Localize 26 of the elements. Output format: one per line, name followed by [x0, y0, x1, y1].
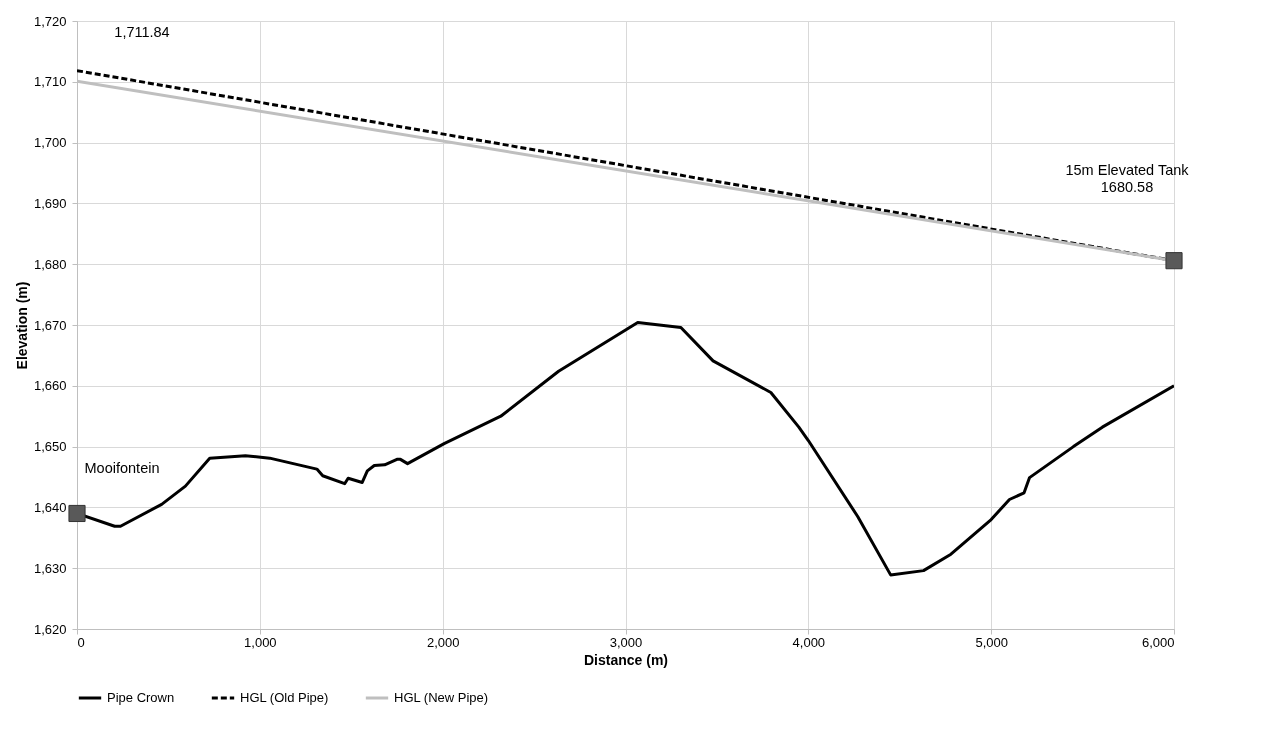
- x-tick-label: 4,000: [792, 634, 826, 650]
- annotation: 15m Elevated Tank 1680.58: [1065, 162, 1190, 195]
- y-tick-label: 1,640: [33, 499, 67, 515]
- y-tick-label: 1,660: [33, 378, 67, 394]
- y-tick-label: 1,680: [33, 256, 67, 272]
- y-tick-label: 1,630: [33, 560, 67, 576]
- annotation: Mooifontein: [84, 460, 160, 476]
- y-tick-label: 1,710: [33, 74, 67, 90]
- x-tick-label: 2,000: [426, 634, 460, 650]
- y-tick-label: 1,720: [33, 13, 67, 29]
- y-tick-label: 1,650: [33, 439, 67, 455]
- x-tick-label: 5,000: [975, 634, 1008, 650]
- y-tick-label: 1,670: [33, 317, 67, 333]
- x-tick-label: 1,000: [244, 634, 277, 650]
- y-tick-label: 1,690: [33, 195, 67, 211]
- x-tick-label: 3,000: [609, 634, 643, 650]
- y-tick-label: 1,700: [33, 135, 67, 151]
- x-axis-title: Distance (m): [583, 651, 669, 668]
- legend-label: HGL (New Pipe): [394, 690, 489, 705]
- y-axis-title: Elevation (m): [13, 281, 30, 370]
- y-tick-label: 1,620: [33, 621, 67, 637]
- x-tick-label: 0: [77, 634, 85, 650]
- legend-label: Pipe Crown: [107, 690, 175, 705]
- annotation: 1,711.84: [114, 24, 170, 40]
- legend-label: HGL (Old Pipe): [240, 690, 329, 705]
- x-tick-label: 6,000: [1141, 634, 1175, 650]
